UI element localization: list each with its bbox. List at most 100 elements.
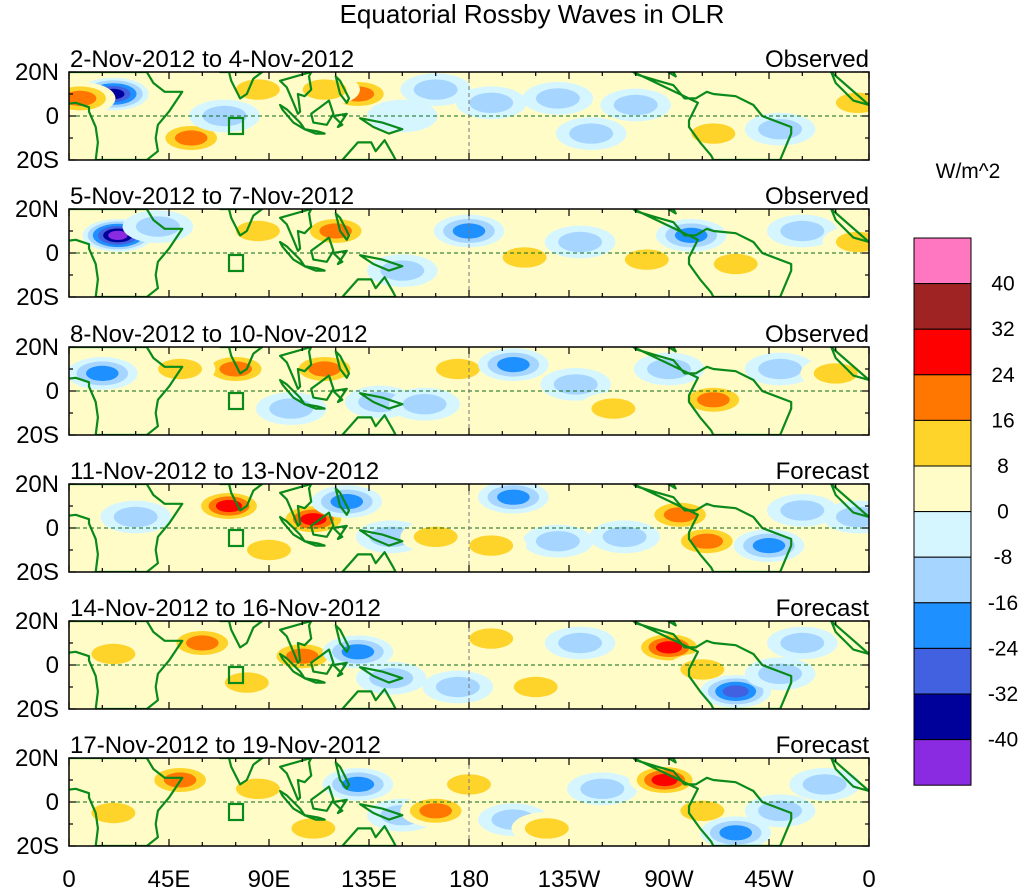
panel-status: Observed (765, 321, 869, 348)
anomaly-contour (419, 803, 453, 819)
coastline (303, 677, 326, 684)
panel-date-range: 2-Nov-2012 to 4-Nov-2012 (70, 46, 354, 73)
coastline (69, 758, 184, 846)
coastline (303, 403, 326, 410)
coastline (69, 209, 184, 297)
anomaly-contour (647, 358, 691, 380)
coastline (830, 484, 869, 519)
panel-date-range: 8-Nov-2012 to 10-Nov-2012 (70, 321, 368, 348)
colorbar-label: -24 (988, 637, 1019, 660)
anomaly-contour (86, 365, 119, 381)
lat-tick-label: 20S (16, 284, 59, 311)
coastline (666, 758, 677, 764)
reference-box (227, 116, 245, 136)
panel-date-range: 17-Nov-2012 to 19-Nov-2012 (70, 732, 381, 759)
coastline (359, 254, 404, 272)
coastline (279, 621, 313, 664)
anomaly-contour (108, 230, 128, 240)
anomaly-contour (680, 800, 725, 821)
coastline (359, 666, 404, 684)
colorbar-label: 40 (991, 273, 1014, 296)
coastline (279, 72, 313, 115)
colorbar-label: 16 (991, 409, 1014, 432)
anomaly-field (82, 210, 869, 296)
coastline (830, 621, 869, 656)
coastline (334, 761, 351, 790)
colorbar-swatch (913, 328, 972, 376)
panel: 5-Nov-2012 to 7-Nov-2012 Observed 20N 0 20S (15, 183, 870, 311)
coastline (219, 72, 264, 100)
anomaly-contour (497, 489, 530, 505)
panel-status: Forecast (776, 595, 870, 622)
colorbar-label: 8 (997, 455, 1009, 478)
coastline (334, 212, 351, 241)
lon-tick-label: 180 (449, 866, 489, 890)
anomaly-contour (713, 253, 758, 275)
coastline (332, 524, 348, 541)
lat-tick-label: 20N (15, 471, 59, 498)
anomaly-contour (835, 506, 869, 528)
anomaly-contour (613, 94, 658, 116)
anomaly-contour (535, 531, 580, 552)
lat-tick-label: 20S (16, 833, 59, 860)
colorbar-label: 24 (991, 364, 1015, 387)
lat-tick-label: 20N (15, 59, 59, 86)
coastline (219, 347, 264, 375)
lat-tick-label: 0 (46, 378, 59, 405)
coastline (666, 621, 677, 627)
coastline (632, 72, 793, 160)
anomaly-contour (655, 641, 683, 654)
coastlines (69, 347, 869, 435)
anomaly-field (100, 484, 869, 567)
coastline (310, 374, 335, 401)
anomaly-contour (513, 676, 558, 698)
anomaly-contour (369, 668, 414, 689)
colorbar-swatch (913, 602, 972, 649)
colorbar-label: 32 (991, 318, 1014, 341)
coastline (310, 785, 335, 812)
coastlines (69, 484, 869, 572)
colorbar-label: -8 (994, 546, 1013, 569)
anomaly-contour (300, 513, 327, 526)
panel-frame (68, 346, 870, 436)
chart-title: Equatorial Rossby Waves in OLR (340, 0, 725, 29)
panel: 11-Nov-2012 to 13-Nov-2012 Forecast 20N 0 20… (15, 458, 870, 586)
lat-tick-label: 20S (16, 696, 59, 723)
anomaly-contour (435, 676, 480, 698)
coastline (632, 347, 793, 435)
coastline (69, 484, 184, 572)
panel-date-range: 14-Nov-2012 to 16-Nov-2012 (70, 595, 381, 622)
coastline (219, 758, 264, 786)
colorbar-swatch (913, 647, 972, 695)
panel-frame (68, 757, 870, 847)
colorbar-swatch (913, 237, 972, 285)
anomaly-contour (497, 357, 530, 373)
anomaly-contour (447, 774, 491, 795)
coastline (69, 347, 184, 435)
anomaly-contour (469, 535, 514, 556)
coastline (69, 72, 184, 160)
lon-tick-label: 45W (744, 866, 794, 890)
panel-frame (68, 620, 870, 710)
lat-tick-label: 20S (16, 559, 59, 586)
anomaly-contour (186, 635, 219, 651)
coastline (830, 72, 869, 107)
coastline (632, 758, 793, 846)
coastline (332, 798, 348, 815)
lat-tick-label: 20N (15, 745, 59, 772)
anomaly-contour (752, 538, 786, 554)
coastline (666, 72, 677, 78)
anomaly-contour (341, 776, 375, 793)
panel-frame (68, 71, 870, 161)
anomaly-contour (680, 659, 725, 680)
lat-tick-label: 20N (15, 334, 59, 361)
lon-tick-label: 0 (62, 866, 75, 890)
anomaly-contour (589, 670, 660, 704)
anomaly-contour (435, 358, 480, 380)
anomaly-contour (302, 79, 347, 100)
anomaly-contour (91, 643, 136, 665)
colorbar-swatch (913, 465, 972, 513)
coastline (279, 209, 313, 252)
colorbar-label: -40 (988, 729, 1018, 752)
coastline (359, 117, 404, 135)
